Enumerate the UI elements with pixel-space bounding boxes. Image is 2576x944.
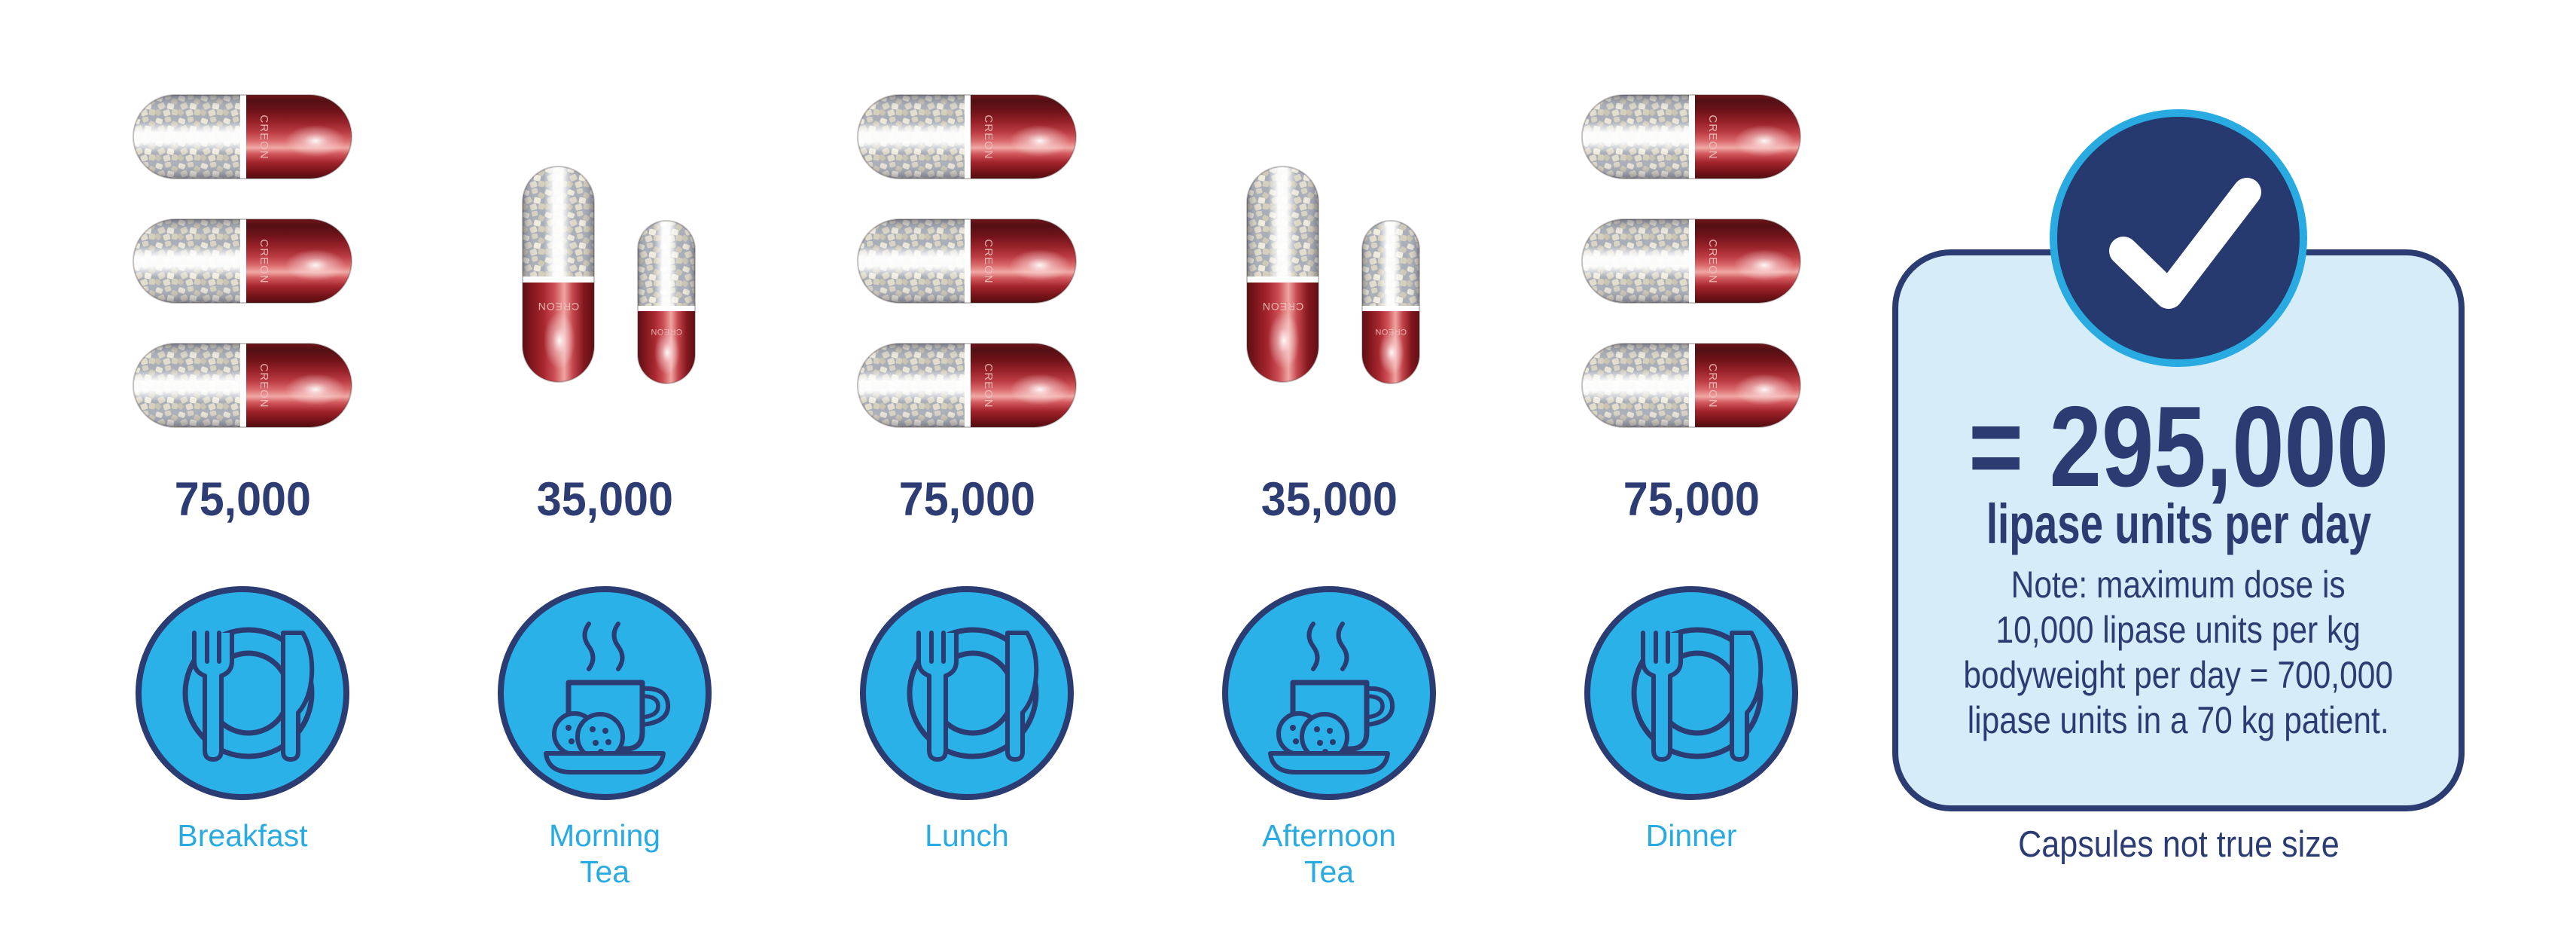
creon-capsule-small-icon: [637, 220, 696, 384]
creon-capsule-icon: [1581, 218, 1801, 304]
creon-capsule-icon: [522, 166, 595, 383]
meal-label: Morning Tea: [548, 818, 661, 889]
creon-capsule-icon: [857, 343, 1077, 428]
daily-total-unit: lipase units per day: [1986, 493, 2371, 555]
creon-capsule-icon: [1246, 166, 1319, 383]
note-line: bodyweight per day = 700,000: [1963, 654, 2394, 696]
dinner-meal-icon: [1584, 586, 1798, 800]
capsule-size-footnote: Capsules not true size: [2017, 824, 2340, 865]
note-line: 10,000 lipase units per kg: [1995, 609, 2361, 651]
creon-capsule-icon: [1581, 343, 1801, 428]
creon-capsule-icon: [857, 218, 1077, 304]
dose-value: 75,000: [1623, 473, 1760, 526]
creon-capsule-icon: [133, 94, 352, 179]
dose-value: 75,000: [898, 473, 1035, 526]
dose-value: 35,000: [1261, 473, 1398, 526]
daily-total-value: = 295,000: [1968, 383, 2389, 511]
meal-label: Lunch: [925, 818, 1009, 853]
meal-label: Breakfast: [177, 818, 308, 853]
dose-value: 35,000: [536, 473, 673, 526]
column-morning-tea: 35,000 Morning Tea: [424, 0, 785, 944]
creon-capsule-icon: [1581, 94, 1801, 179]
column-lunch: 75,000 Lunch: [786, 0, 1148, 944]
breakfast-meal-icon: [136, 586, 349, 800]
checkmark-icon: [2050, 109, 2307, 367]
note-line: lipase units in a 70 kg patient.: [1968, 699, 2389, 741]
column-afternoon-tea: 35,000 Afternoon Tea: [1148, 0, 1510, 944]
morning-tea-icon: [498, 586, 712, 800]
creon-capsule-icon: [857, 94, 1077, 179]
meal-label: Afternoon Tea: [1262, 818, 1396, 889]
creon-capsule-icon: [133, 343, 352, 428]
max-dose-note: Note: maximum dose is 10,000 lipase unit…: [1898, 562, 2459, 743]
column-breakfast: 75,000 Breakfast: [62, 0, 423, 944]
afternoon-tea-icon: [1222, 586, 1436, 800]
dose-value: 75,000: [174, 473, 311, 526]
lunch-meal-icon: [860, 586, 1074, 800]
creon-capsule-small-icon: [1361, 220, 1420, 384]
creon-capsule-icon: [133, 218, 352, 304]
meal-label: Dinner: [1645, 818, 1737, 853]
note-line: Note: maximum dose is: [2010, 564, 2346, 606]
column-dinner: 75,000 Dinner: [1511, 0, 1872, 944]
